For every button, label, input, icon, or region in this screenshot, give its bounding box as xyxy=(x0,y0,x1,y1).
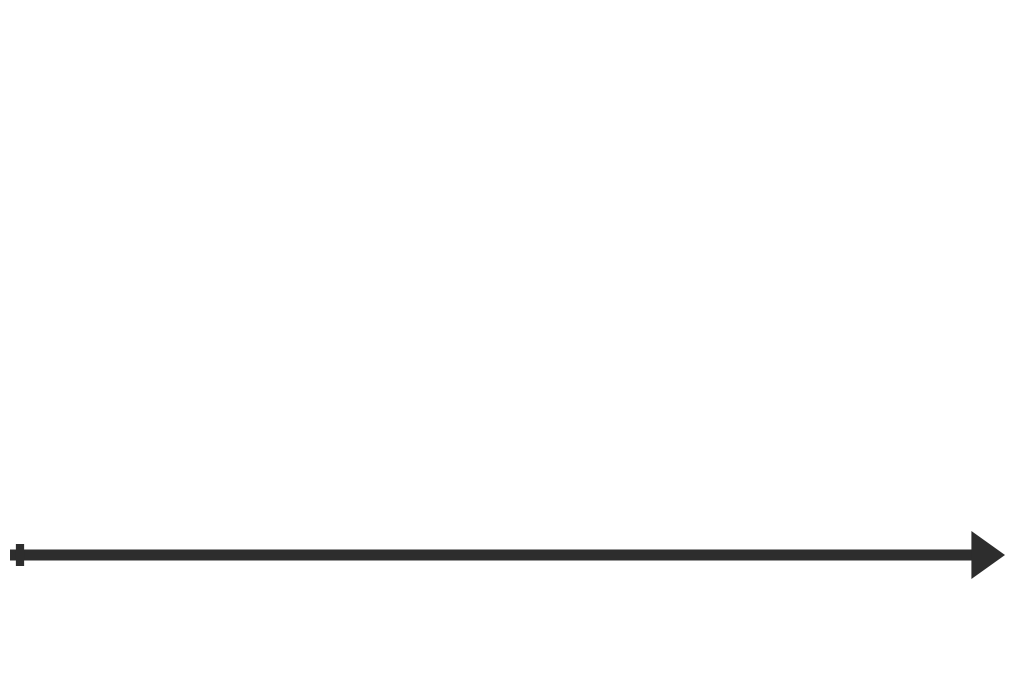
complex-plane-diagram xyxy=(0,0,1020,680)
